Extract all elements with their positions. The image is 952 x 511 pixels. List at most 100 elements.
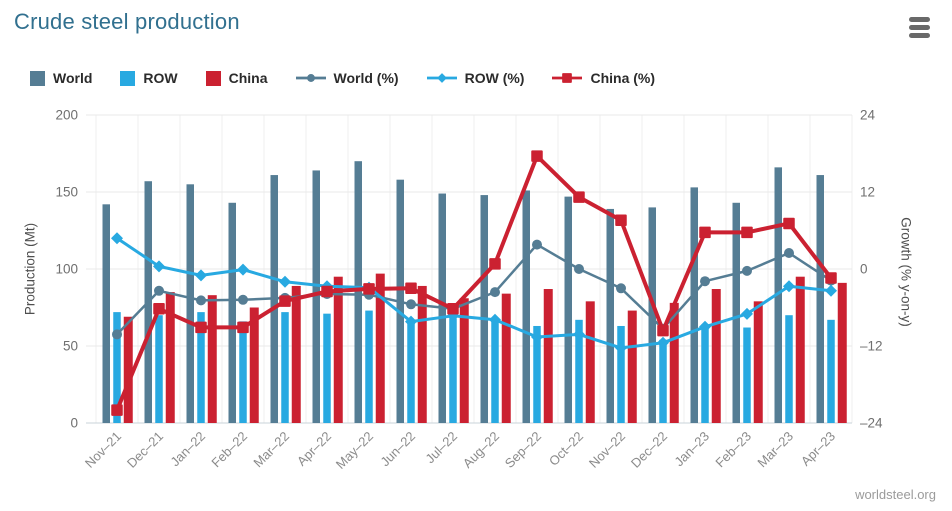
bar-china-jun-22[interactable] (417, 285, 427, 423)
bar-row-apr-23[interactable] (827, 319, 835, 423)
bar-china-jan-22[interactable] (207, 295, 217, 423)
point-china-sep-22[interactable] (531, 150, 543, 162)
legend-item-world-pct[interactable]: World (%) (295, 70, 399, 86)
bar-row-jan-22[interactable] (197, 312, 205, 423)
point-world-nov-22[interactable] (616, 283, 626, 294)
bar-world-sep-22[interactable] (522, 190, 531, 423)
bar-china-sep-22[interactable] (543, 289, 553, 423)
source-link[interactable]: worldsteel.org (855, 487, 936, 502)
bar-row-feb-23[interactable] (743, 327, 751, 423)
point-row-nov-21[interactable] (111, 232, 123, 245)
bar-row-apr-22[interactable] (323, 313, 331, 423)
point-world-feb-23[interactable] (742, 265, 752, 276)
bar-row-jan-23[interactable] (701, 324, 709, 423)
point-world-jun-22[interactable] (406, 299, 416, 310)
point-row-mar-22[interactable] (279, 275, 291, 288)
bar-world-feb-23[interactable] (732, 202, 741, 423)
point-world-dec-21[interactable] (154, 285, 164, 296)
bar-world-dec-22[interactable] (648, 207, 657, 423)
point-china-aug-22[interactable] (489, 258, 501, 270)
bar-world-aug-22[interactable] (480, 195, 489, 423)
point-china-nov-22[interactable] (615, 214, 627, 226)
point-china-jan-22[interactable] (195, 321, 207, 334)
point-china-mar-23[interactable] (783, 217, 795, 230)
bar-world-jan-23[interactable] (690, 187, 699, 423)
bar-world-apr-22[interactable] (312, 170, 321, 423)
point-row-aug-22[interactable] (489, 313, 501, 326)
bar-world-nov-21[interactable] (102, 204, 111, 423)
bar-world-oct-22[interactable] (564, 196, 573, 423)
point-world-mar-23[interactable] (784, 248, 794, 258)
point-row-jan-22[interactable] (195, 269, 207, 282)
point-world-oct-22[interactable] (574, 264, 584, 274)
point-china-apr-22[interactable] (321, 285, 333, 298)
bar-china-dec-21[interactable] (165, 292, 175, 423)
point-china-dec-21[interactable] (153, 303, 165, 315)
bar-world-jan-22[interactable] (186, 184, 195, 423)
bar-china-jan-23[interactable] (711, 289, 721, 423)
point-china-may-22[interactable] (363, 283, 375, 295)
legend-item-china[interactable]: China (205, 70, 268, 86)
legend-item-row-pct[interactable]: ROW (%) (426, 70, 524, 86)
bar-row-may-22[interactable] (365, 310, 373, 423)
menu-button[interactable] (909, 17, 930, 38)
bar-china-jul-22[interactable] (459, 298, 469, 423)
point-china-dec-22[interactable] (657, 324, 669, 337)
bar-china-feb-22[interactable] (249, 307, 259, 424)
bar-china-oct-22[interactable] (585, 301, 595, 423)
legend-item-china-pct[interactable]: China (%) (552, 70, 655, 86)
point-row-dec-22[interactable] (657, 336, 669, 349)
point-china-jul-22[interactable] (447, 303, 459, 315)
bar-china-nov-22[interactable] (627, 310, 637, 423)
point-world-feb-22[interactable] (238, 294, 248, 305)
bar-china-nov-21[interactable] (123, 316, 133, 423)
point-china-jun-22[interactable] (405, 282, 417, 295)
point-china-mar-22[interactable] (279, 295, 291, 307)
bar-china-aug-22[interactable] (501, 293, 511, 423)
point-row-jun-22[interactable] (405, 315, 417, 328)
bar-world-feb-22[interactable] (228, 202, 237, 423)
bar-row-mar-22[interactable] (281, 312, 289, 423)
bar-row-feb-22[interactable] (239, 321, 247, 423)
point-row-dec-21[interactable] (153, 260, 165, 273)
point-china-feb-23[interactable] (741, 226, 753, 239)
bar-china-apr-23[interactable] (837, 282, 847, 423)
bar-row-jul-22[interactable] (449, 318, 457, 423)
bar-world-may-22[interactable] (354, 161, 363, 423)
bar-china-feb-23[interactable] (753, 301, 763, 423)
bar-row-nov-22[interactable] (617, 325, 625, 423)
bar-row-aug-22[interactable] (491, 321, 499, 423)
legend-item-row[interactable]: ROW (120, 70, 178, 86)
point-world-aug-22[interactable] (490, 287, 500, 298)
bar-china-mar-23[interactable] (795, 276, 805, 423)
bar-world-nov-22[interactable] (606, 208, 615, 423)
point-china-apr-23[interactable] (825, 272, 837, 284)
bar-row-oct-22[interactable] (575, 319, 583, 423)
point-world-jan-22[interactable] (196, 295, 206, 306)
point-row-feb-23[interactable] (741, 307, 753, 320)
bar-china-apr-22[interactable] (333, 276, 343, 423)
bar-world-mar-23[interactable] (774, 167, 783, 423)
point-china-nov-21[interactable] (111, 404, 123, 416)
bar-row-mar-23[interactable] (785, 315, 793, 423)
bar-china-dec-22[interactable] (669, 302, 679, 423)
bar-row-nov-21[interactable] (113, 312, 121, 423)
point-row-feb-22[interactable] (237, 263, 249, 276)
point-china-jan-23[interactable] (699, 226, 711, 239)
point-china-feb-22[interactable] (237, 321, 249, 334)
point-world-sep-22[interactable] (532, 239, 542, 250)
point-china-oct-22[interactable] (573, 191, 585, 203)
bar-china-may-22[interactable] (375, 273, 385, 423)
point-row-mar-23[interactable] (783, 280, 795, 293)
point-world-jan-23[interactable] (700, 276, 710, 287)
bar-world-apr-23[interactable] (816, 175, 825, 423)
point-row-apr-23[interactable] (825, 284, 837, 297)
legend-item-world[interactable]: World (30, 70, 92, 86)
bar-china-mar-22[interactable] (291, 285, 301, 423)
point-row-nov-22[interactable] (615, 341, 627, 354)
point-row-oct-22[interactable] (573, 328, 585, 341)
bar-row-dec-22[interactable] (659, 339, 667, 423)
point-world-nov-21[interactable] (112, 329, 122, 340)
bar-row-dec-21[interactable] (155, 315, 163, 423)
point-row-jan-23[interactable] (699, 320, 711, 333)
